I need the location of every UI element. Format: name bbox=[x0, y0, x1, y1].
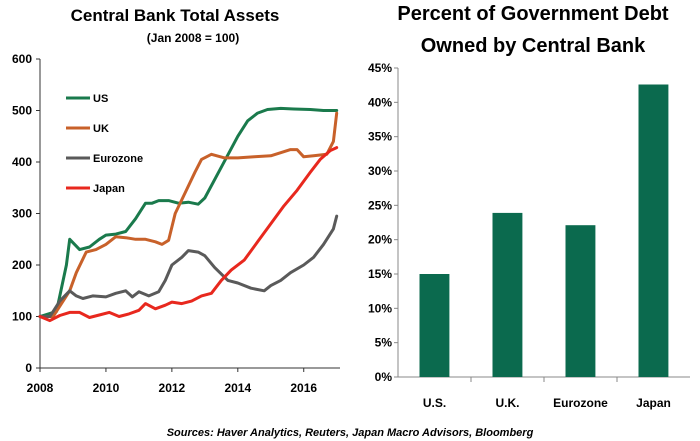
right-y-tick-label: 15% bbox=[368, 267, 392, 281]
right-y-tick-label: 35% bbox=[368, 130, 392, 144]
left-y-tick-label: 0 bbox=[25, 361, 32, 375]
left-y-tick-label: 300 bbox=[12, 207, 32, 221]
right-y-tick-label: 5% bbox=[375, 336, 393, 350]
legend-label-us: US bbox=[93, 93, 108, 105]
right-y-tick-label: 30% bbox=[368, 164, 392, 178]
right-chart-title-line2: Owned by Central Bank bbox=[421, 35, 646, 57]
right-chart-bars bbox=[419, 84, 669, 377]
right-y-tick-label: 20% bbox=[368, 233, 392, 247]
right-y-tick-label: 10% bbox=[368, 301, 392, 315]
right-chart-title-line1: Percent of Government Debt bbox=[397, 3, 669, 25]
left-chart-legend: US UK Eurozone Japan bbox=[66, 93, 143, 195]
left-x-tick-label: 2008 bbox=[27, 381, 54, 395]
left-chart-title: Central Bank Total Assets bbox=[71, 6, 280, 25]
left-x-tick-label: 2016 bbox=[290, 381, 317, 395]
series-line-uk bbox=[38, 111, 339, 318]
right-y-tick-label: 25% bbox=[368, 198, 392, 212]
series-line-japan bbox=[38, 146, 339, 323]
left-y-tick-label: 200 bbox=[12, 258, 32, 272]
government-debt-owned-chart: Percent of Government Debt Owned by Cent… bbox=[368, 3, 690, 410]
bar-japan bbox=[638, 84, 669, 377]
left-x-tick-label: 2010 bbox=[93, 381, 120, 395]
legend-label-eurozone: Eurozone bbox=[93, 153, 143, 165]
bar-us bbox=[419, 274, 450, 377]
right-y-tick-label: 40% bbox=[368, 95, 392, 109]
left-chart-subtitle: (Jan 2008 = 100) bbox=[147, 31, 239, 45]
right-y-tick-label: 0% bbox=[375, 370, 393, 384]
left-chart-series bbox=[38, 106, 339, 323]
source-note: Sources: Haver Analytics, Reuters, Japan… bbox=[167, 427, 534, 439]
bar-eurozone bbox=[565, 225, 596, 377]
right-y-tick-label: 45% bbox=[368, 61, 392, 75]
left-y-tick-label: 500 bbox=[12, 104, 32, 118]
left-x-tick-label: 2012 bbox=[159, 381, 186, 395]
legend-label-japan: Japan bbox=[93, 183, 125, 195]
left-y-tick-label: 400 bbox=[12, 155, 32, 169]
left-y-tick-label: 600 bbox=[12, 52, 32, 66]
left-x-tick-label: 2014 bbox=[224, 381, 251, 395]
right-x-tick-label: U.S. bbox=[423, 396, 446, 410]
series-line-eurozone bbox=[38, 214, 339, 318]
legend-label-uk: UK bbox=[93, 123, 109, 135]
series-line-us bbox=[38, 106, 339, 318]
bar-uk bbox=[492, 212, 523, 377]
right-x-tick-label: U.K. bbox=[496, 396, 520, 410]
right-chart-axes: 0% 5% 10% 15% 20% 25% 30% 35% 40% 45% U.S. U.K. Euro… bbox=[368, 61, 690, 410]
central-bank-assets-chart: Central Bank Total Assets (Jan 2008 = 10… bbox=[12, 6, 340, 395]
right-x-tick-label: Eurozone bbox=[553, 396, 608, 410]
right-x-tick-label: Japan bbox=[636, 396, 671, 410]
left-chart-axes: 0 100 200 300 400 500 600 2008 2010 2012 2014 2016 bbox=[12, 52, 340, 395]
left-y-tick-label: 100 bbox=[12, 310, 32, 324]
